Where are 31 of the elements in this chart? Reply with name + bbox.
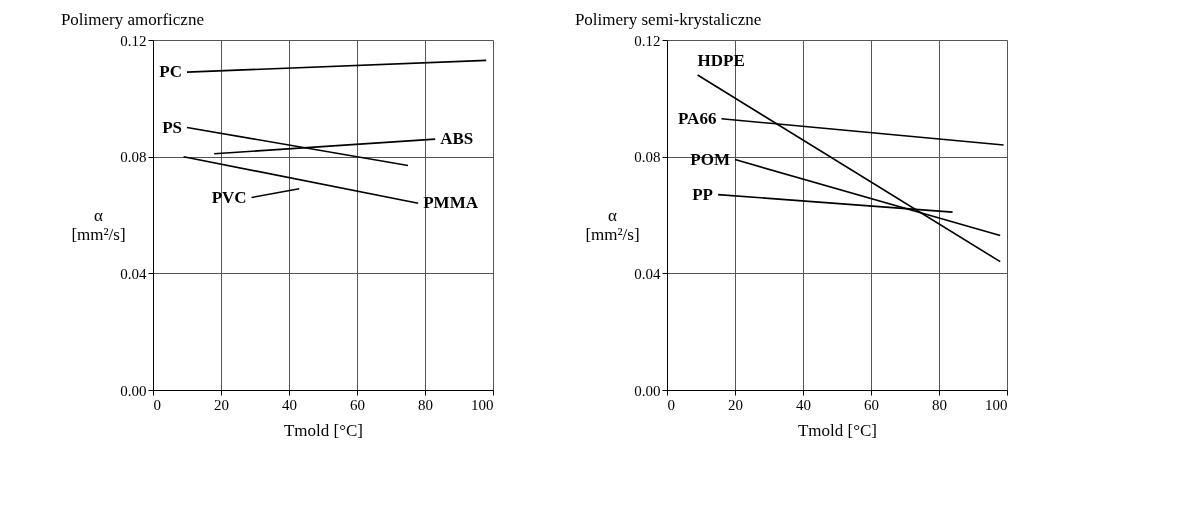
series-label: ABS xyxy=(440,129,474,149)
x-tick-label: 40 xyxy=(282,396,297,413)
x-tick-label: 20 xyxy=(214,396,229,413)
x-tick-label: 80 xyxy=(418,396,433,413)
x-tick-label: 40 xyxy=(796,396,811,413)
x-axis-title: Tmold [°C] xyxy=(797,420,878,440)
x-tick-label: 20 xyxy=(728,396,743,413)
series-label: PC xyxy=(159,62,182,82)
x-tick-label: 60 xyxy=(350,396,365,413)
y-tick-label: 0.00 xyxy=(120,382,147,399)
x-axis-title: Tmold [°C] xyxy=(283,420,364,440)
series-label: PP xyxy=(692,184,713,204)
series-label: PS xyxy=(162,117,182,137)
chart-title: Polimery semi-krystaliczne xyxy=(574,10,762,29)
y-tick-label: 0.08 xyxy=(634,149,661,166)
y-tick-label: 0.08 xyxy=(120,149,147,166)
y-axis-title: α [mm²/s] xyxy=(71,205,126,244)
y-tick-label: 0.12 xyxy=(634,32,661,49)
y-tick-label: 0.00 xyxy=(634,382,661,399)
y-tick-label: 0.12 xyxy=(120,32,147,49)
chart-title: Polimery amorficzne xyxy=(60,10,204,29)
x-tick-label: 0 xyxy=(153,396,161,413)
x-tick-label: 0 xyxy=(667,396,675,413)
x-tick-label: 60 xyxy=(864,396,879,413)
x-tick-label: 100 xyxy=(471,396,494,413)
y-tick-label: 0.04 xyxy=(634,265,661,282)
x-tick-label: 80 xyxy=(932,396,947,413)
y-axis-title: α [mm²/s] xyxy=(585,205,640,244)
y-tick-label: 0.04 xyxy=(120,265,147,282)
x-tick-label: 100 xyxy=(985,396,1008,413)
series-label: PA66 xyxy=(677,108,717,128)
